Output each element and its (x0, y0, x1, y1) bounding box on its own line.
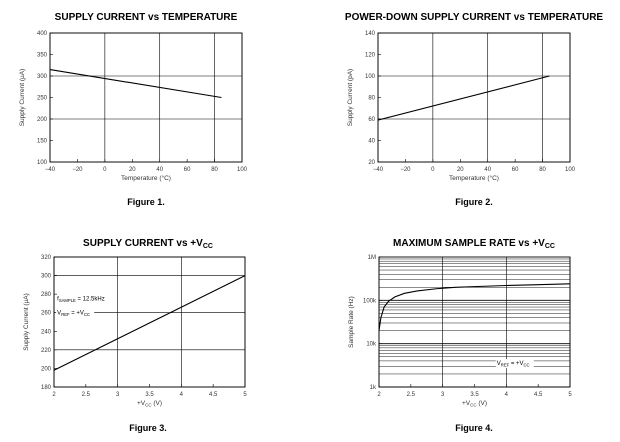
x-tick-label: 60 (184, 167, 191, 173)
y-tick-label: 10k (366, 342, 377, 348)
y-tick-label: 220 (41, 348, 52, 354)
y-tick-label: 150 (37, 139, 48, 145)
x-tick-label: 40 (484, 167, 491, 173)
y-tick-label: 140 (365, 31, 376, 37)
x-tick-label: 4 (505, 392, 509, 398)
annotation: VREF = +VCC (57, 311, 90, 318)
x-tick-label: 100 (565, 167, 576, 173)
plot-frame (377, 32, 571, 163)
chart-title: SUPPLY CURRENT vs TEMPERATURE (55, 12, 238, 23)
chart-title: MAXIMUM SAMPLE RATE vs +VCC (393, 238, 555, 250)
y-tick-label: 350 (37, 53, 48, 59)
y-tick-label: 1M (368, 255, 376, 261)
chart-4: MAXIMUM SAMPLE RATE vs +VCC 2 2.5 3 3.5 4 4.5 5… (348, 238, 572, 433)
series-line (49, 69, 222, 99)
x-tick-label: 60 (512, 167, 519, 173)
grid (377, 32, 571, 163)
y-tick-label: 240 (41, 329, 52, 335)
chart-title: POWER-DOWN SUPPLY CURRENT vs TEMPERATURE (345, 12, 604, 23)
plot-frame (49, 32, 243, 163)
x-tick-label: −20 (400, 167, 411, 173)
y-tick-label: 300 (41, 274, 52, 280)
x-axis-label: Temperature (°C) (449, 174, 499, 182)
y-tick-label: 260 (41, 311, 52, 317)
x-tick-label: 80 (211, 167, 218, 173)
x-tick-label: 3.5 (470, 392, 479, 398)
annotation: fSAMPLE = 12.5kHz (57, 297, 105, 304)
x-tick-label: 5 (243, 392, 247, 398)
y-tick-label: 200 (41, 366, 52, 372)
x-tick-label: 2 (52, 392, 56, 398)
annotation-bg (56, 294, 109, 304)
series-line (53, 275, 246, 371)
x-tick-label: 3 (116, 392, 120, 398)
x-tick-label: 2 (377, 392, 381, 398)
series-line (377, 75, 550, 121)
y-axis-label: Sample Rate (Hz) (348, 296, 355, 348)
x-tick-label: 3.5 (145, 392, 154, 398)
x-axis-label: Temperature (°C) (121, 174, 171, 182)
x-axis-label: +VCC (V) (137, 400, 162, 408)
annotation: VREF = +VCC (497, 361, 530, 368)
x-tick-label: 5 (568, 392, 572, 398)
series-line (378, 283, 571, 331)
x-tick-label: −40 (45, 167, 56, 173)
annotation-bg (56, 308, 95, 318)
x-tick-label: 2.5 (407, 392, 416, 398)
chart-2: POWER-DOWN SUPPLY CURRENT vs TEMPERATURE… (345, 12, 604, 207)
x-tick-label: 0 (431, 167, 435, 173)
x-tick-label: −20 (72, 167, 83, 173)
plot-frame (378, 256, 571, 388)
y-tick-label: 100 (37, 160, 48, 166)
figure-label: Figure 1. (127, 197, 165, 207)
chart-1: SUPPLY CURRENT vs TEMPERATURE −40 −20 0 20 40… (19, 12, 248, 207)
figure-label: Figure 2. (455, 197, 493, 207)
y-tick-label: 100 (365, 74, 376, 80)
grid (378, 257, 571, 388)
x-tick-label: 4.5 (534, 392, 543, 398)
figure-label: Figure 3. (129, 423, 167, 433)
y-tick-label: 180 (41, 385, 52, 391)
y-tick-label: 1k (370, 385, 377, 391)
x-tick-label: 4 (180, 392, 184, 398)
y-tick-label: 300 (37, 74, 48, 80)
plot-frame (53, 256, 246, 388)
y-tick-label: 120 (365, 53, 376, 59)
y-tick-label: 100k (363, 298, 377, 304)
chart-title: SUPPLY CURRENT vs +VCC (83, 238, 213, 250)
annotation-bg (495, 359, 534, 369)
y-tick-label: 320 (41, 255, 52, 261)
y-axis-label: Supply Current (pA) (347, 69, 354, 126)
x-tick-label: −40 (373, 167, 384, 173)
x-tick-label: 20 (457, 167, 464, 173)
y-axis-label: Supply Current (µA) (19, 69, 26, 127)
figure-label: Figure 4. (455, 423, 493, 433)
x-tick-label: 80 (539, 167, 546, 173)
x-tick-label: 0 (103, 167, 107, 173)
x-tick-label: 4.5 (209, 392, 218, 398)
x-tick-label: 40 (156, 167, 163, 173)
grid (49, 32, 243, 163)
y-tick-label: 250 (37, 96, 48, 102)
y-tick-label: 60 (368, 117, 375, 123)
y-tick-label: 40 (368, 139, 375, 145)
x-tick-label: 100 (237, 167, 248, 173)
x-tick-label: 20 (129, 167, 136, 173)
x-tick-label: 2.5 (82, 392, 91, 398)
x-tick-label: 3 (441, 392, 445, 398)
grid (53, 256, 246, 388)
y-tick-label: 280 (41, 292, 52, 298)
chart-3: SUPPLY CURRENT vs +VCC 2 2.5 3 3.5 4 4.5 5 180 20… (23, 238, 247, 433)
y-tick-label: 20 (368, 160, 375, 166)
y-axis-label: Supply Current (µA) (23, 293, 30, 351)
y-tick-label: 400 (37, 31, 48, 37)
x-axis-label: +VCC (V) (462, 400, 487, 408)
y-tick-label: 80 (368, 96, 375, 102)
y-tick-label: 200 (37, 117, 48, 123)
